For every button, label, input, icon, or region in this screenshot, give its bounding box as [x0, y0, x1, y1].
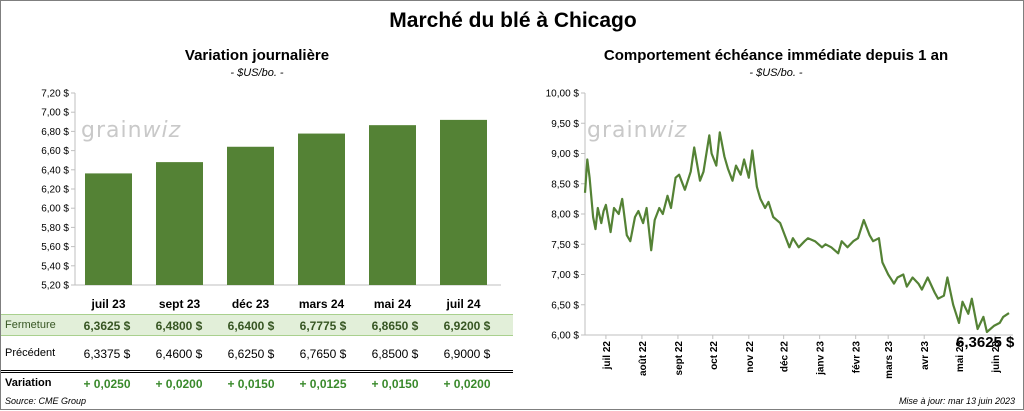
bar-mai-24: [369, 125, 416, 285]
line-x-tick-label: oct 22: [709, 341, 720, 370]
category-label: déc 23: [231, 297, 270, 311]
close-cell: 6,4800 $: [155, 319, 203, 333]
bar-déc-23: [227, 146, 274, 285]
line-x-tick-label: janv 23: [816, 341, 827, 376]
bar-y-tick-label: 6,00 $: [41, 204, 69, 215]
var-cell: + 0,0200: [443, 377, 491, 391]
line-y-tick-label: 8,50 $: [551, 179, 579, 190]
var-cell: + 0,0150: [371, 377, 419, 391]
line-y-tick-label: 6,50 $: [551, 300, 579, 311]
left-watermark-wiz: wiz: [142, 118, 182, 143]
close-cell: 6,3625 $: [83, 319, 131, 333]
category-label: juil 23: [91, 297, 126, 311]
prev-cell: 6,8500 $: [371, 347, 419, 361]
left-watermark-text: grain: [81, 118, 143, 143]
category-label: mars 24: [298, 297, 345, 311]
row-label-fermeture: Fermeture: [5, 319, 56, 331]
category-label: mai 24: [373, 297, 412, 311]
close-cell: 6,9200 $: [443, 319, 491, 333]
right-watermark-wiz: wiz: [648, 118, 688, 143]
line-x-tick-label: juil 22: [602, 341, 613, 371]
prev-cell: 6,9000 $: [443, 347, 491, 361]
var-cell: + 0,0150: [227, 377, 275, 391]
bar-y-tick-label: 5,60 $: [41, 242, 69, 253]
line-x-tick-label: nov 22: [745, 341, 756, 373]
var-cell: + 0,0200: [155, 377, 203, 391]
row-label-variation: Variation: [5, 377, 52, 389]
prev-cell: 6,4600 $: [155, 347, 203, 361]
line-y-tick-label: 7,00 $: [551, 270, 579, 281]
left-chart-unit: - $US/bo. -: [230, 67, 284, 79]
line-x-tick-label: août 22: [638, 341, 649, 376]
bar-y-tick-label: 5,20 $: [41, 281, 69, 292]
table-row-variation: Variation + 0,0250 + 0,0200 + 0,0150 + 0…: [1, 370, 513, 392]
line-y-tick-label: 7,50 $: [551, 240, 579, 251]
bar-y-tick-label: 5,40 $: [41, 261, 69, 272]
category-label: juil 24: [446, 297, 481, 311]
right-watermark-text: grain: [587, 118, 649, 143]
category-label: sept 23: [158, 297, 201, 311]
line-y-tick-label: 9,50 $: [551, 119, 579, 130]
line-y-tick-label: 10,00 $: [546, 89, 580, 100]
source-note: Source: CME Group: [5, 396, 87, 406]
close-cell: 6,6400 $: [227, 319, 275, 333]
update-note: Mise à jour: mar 13 juin 2023: [898, 396, 1015, 406]
line-y-tick-label: 6,00 $: [551, 331, 579, 342]
line-x-tick-label: juin 23: [991, 341, 1002, 374]
var-cell: + 0,0250: [83, 377, 131, 391]
bar-mars-24: [298, 133, 345, 285]
bar-y-tick-label: 7,20 $: [41, 89, 69, 100]
close-cell: 6,7775 $: [299, 319, 347, 333]
bar-sept-23: [156, 162, 203, 285]
bar-y-tick-label: 6,60 $: [41, 146, 69, 157]
close-cell: 6,8650 $: [371, 319, 419, 333]
row-label-precedent: Précédent: [5, 347, 56, 359]
bar-juil-23: [85, 173, 132, 285]
bar-y-tick-label: 6,20 $: [41, 185, 69, 196]
right-chart-title: Comportement échéance immédiate depuis 1…: [603, 47, 949, 64]
main-title: Marché du blé à Chicago: [389, 9, 637, 32]
bar-y-tick-label: 7,00 $: [41, 108, 69, 119]
bar-y-tick-label: 6,80 $: [41, 127, 69, 138]
line-x-tick-label: mai 23: [955, 341, 966, 373]
line-x-tick-label: févr 23: [852, 341, 863, 374]
line-x-tick-label: sept 22: [674, 341, 685, 376]
prev-cell: 6,3375 $: [83, 347, 131, 361]
table-row-precedent: Précédent 6,3375 $ 6,4600 $ 6,6250 $ 6,7…: [1, 343, 513, 365]
price-series-line: [583, 131, 1010, 334]
right-chart-unit: - $US/bo. -: [749, 67, 803, 79]
right-watermark: grainwiz: [587, 118, 687, 143]
bar-juil-24: [440, 119, 487, 285]
var-cell: + 0,0125: [299, 377, 347, 391]
prev-cell: 6,7650 $: [299, 347, 347, 361]
prev-cell: 6,6250 $: [227, 347, 275, 361]
line-x-tick-label: mars 23: [884, 341, 895, 379]
daily-variation-bar-chart: 7,20 $ 7,00 $ 6,80 $ 6,60 $ 6,40 $ 6,20 $ 6,00…: [41, 89, 501, 292]
line-x-tick-label: déc 22: [780, 341, 791, 373]
line-y-tick-label: 8,00 $: [551, 210, 579, 221]
table-row-fermeture: Fermeture 6,3625 $ 6,4800 $ 6,6400 $ 6,7…: [1, 314, 513, 336]
last-value-label: 6,3625 $: [956, 334, 1015, 351]
left-watermark: grainwiz: [81, 118, 181, 143]
bar-y-tick-label: 5,80 $: [41, 223, 69, 234]
line-y-tick-label: 9,00 $: [551, 149, 579, 160]
left-chart-title: Variation journalière: [184, 47, 330, 64]
bar-y-tick-label: 6,40 $: [41, 165, 69, 176]
line-x-tick-label: avr 23: [920, 341, 931, 370]
